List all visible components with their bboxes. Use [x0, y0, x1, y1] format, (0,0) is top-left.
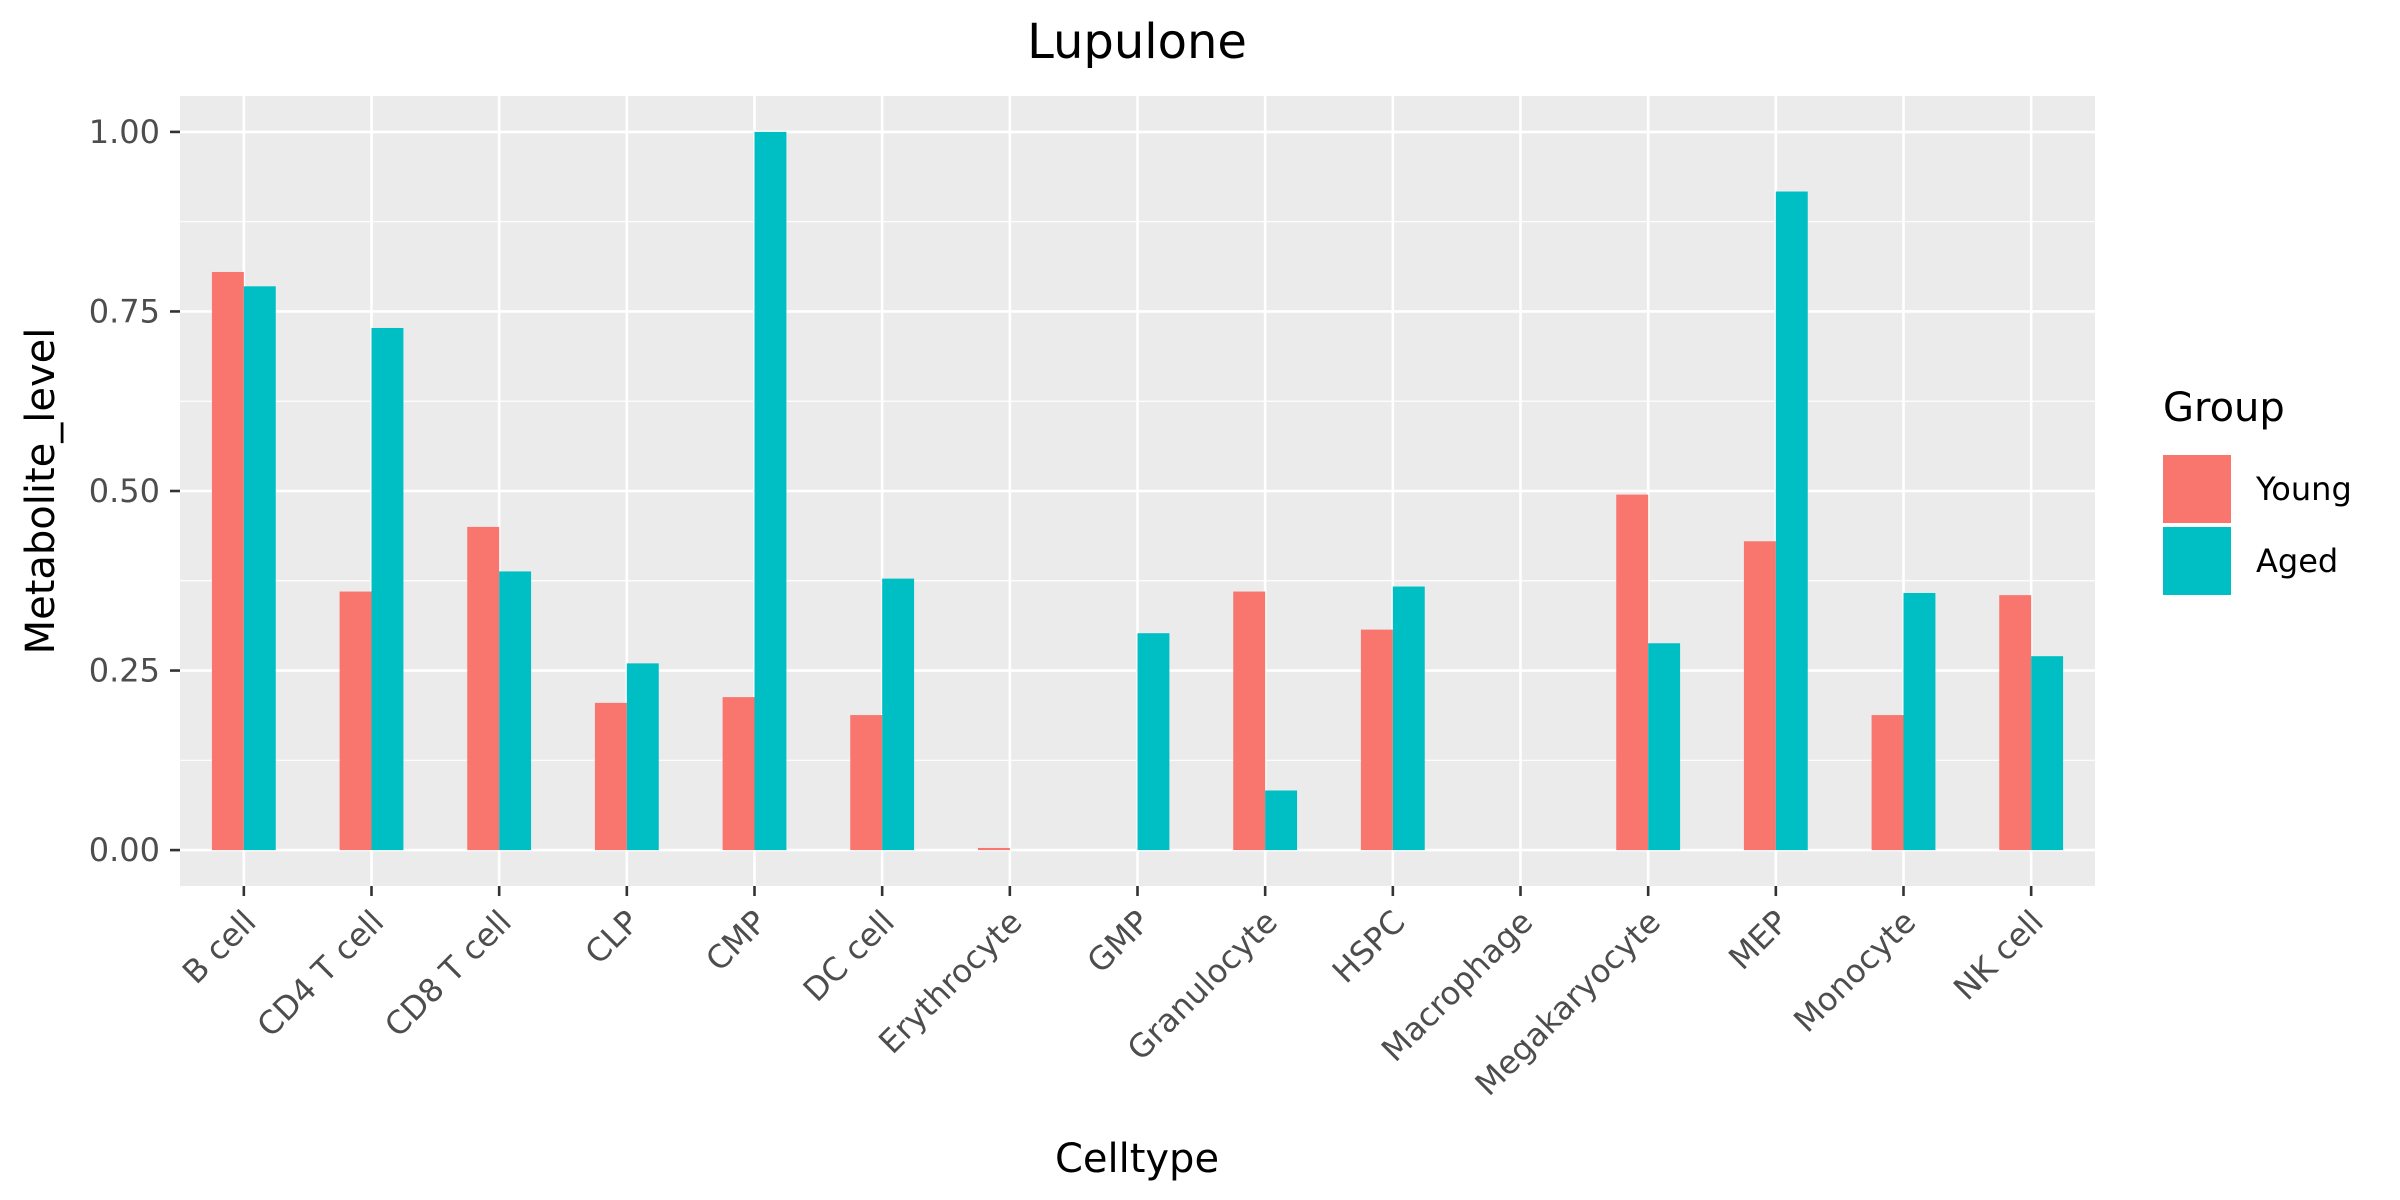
bar-aged-clp — [626, 663, 659, 851]
y-tick-label: 0.25 — [89, 652, 160, 690]
bar-young-nk-cell — [1999, 595, 2032, 851]
bar-young-granulocyte — [1233, 591, 1266, 851]
bar-young-hspc — [1360, 629, 1393, 851]
y-axis: 0.00 0.25 0.50 0.75 1.00 — [89, 113, 180, 869]
bar-aged-dc-cell — [882, 578, 915, 851]
bar-young-cd4-t-cell — [339, 591, 372, 851]
bar-aged-gmp — [1137, 633, 1170, 851]
legend-key-aged — [2163, 527, 2231, 595]
bar-young-cmp — [722, 697, 755, 851]
bar-aged-megakaryocyte — [1648, 643, 1681, 851]
bar-young-megakaryocyte — [1616, 494, 1649, 851]
bar-young-erythrocyte — [977, 847, 1010, 851]
legend: Group Young Aged — [2163, 385, 2352, 595]
y-tick-label: 0.00 — [89, 831, 160, 869]
bar-aged-cd8-t-cell — [499, 571, 532, 851]
bar-young-mep — [1743, 541, 1776, 851]
bar-aged-b-cell — [243, 286, 276, 851]
y-tick-label: 0.50 — [89, 472, 160, 510]
bar-aged-granulocyte — [1265, 790, 1298, 851]
legend-key-young — [2163, 455, 2231, 523]
y-axis-title: Metabolite_level — [18, 328, 64, 655]
bar-aged-cmp — [754, 131, 787, 851]
bar-aged-mep — [1775, 191, 1808, 851]
bar-young-b-cell — [211, 271, 244, 851]
bars — [211, 131, 2064, 851]
bar-young-dc-cell — [850, 715, 883, 851]
x-axis-title: Celltype — [1055, 1136, 1219, 1182]
bar-aged-hspc — [1392, 586, 1425, 851]
bar-aged-monocyte — [1903, 592, 1936, 851]
y-tick-label: 1.00 — [89, 113, 160, 151]
bar-young-cd8-t-cell — [467, 526, 500, 851]
legend-label-aged: Aged — [2256, 542, 2338, 580]
y-tick-label: 0.75 — [89, 292, 160, 330]
bar-aged-cd4-t-cell — [371, 327, 404, 851]
chart-title: Lupulone — [1027, 14, 1247, 70]
legend-title: Group — [2163, 385, 2285, 431]
bar-young-monocyte — [1871, 715, 1904, 851]
legend-label-young: Young — [2255, 470, 2352, 508]
bar-aged-nk-cell — [2031, 656, 2064, 851]
bar-young-clp — [594, 702, 627, 851]
